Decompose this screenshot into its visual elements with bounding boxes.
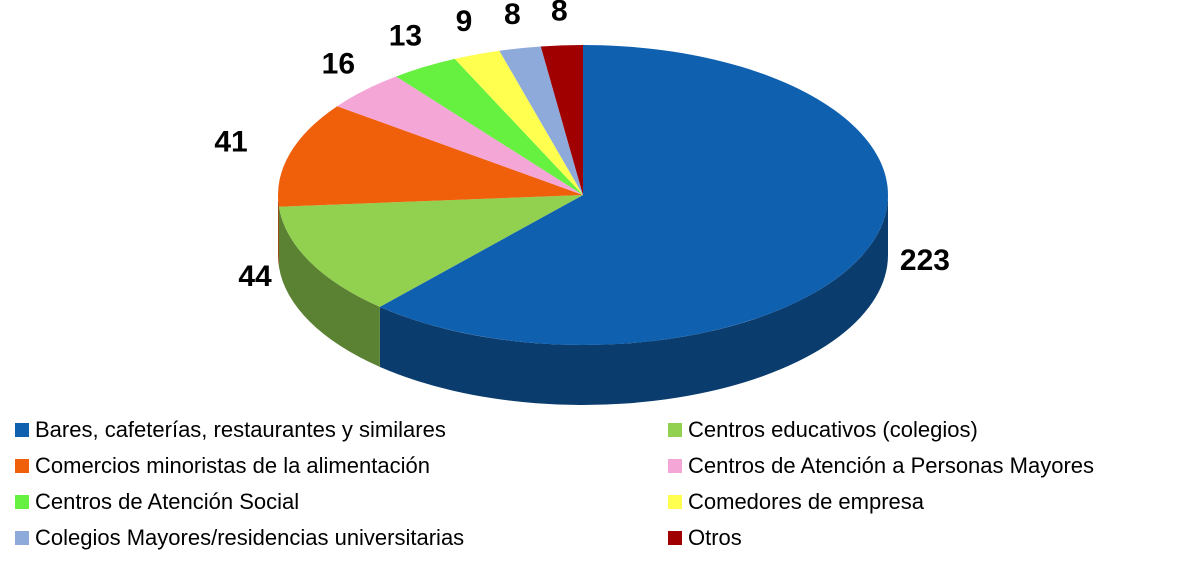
slice [396,58,583,195]
data-label: 44 [238,260,272,293]
legend-swatch [668,495,682,509]
data-label: 8 [504,0,521,31]
slice [278,106,583,207]
legend-swatch [668,423,682,437]
legend-label: Comedores de empresa [688,489,925,514]
slice [379,45,889,345]
legend-swatch [15,531,29,545]
slice-side [278,195,279,267]
legend-swatch [15,459,29,473]
data-label: 8 [551,0,568,27]
legend-label: Otros [688,525,742,550]
slice [278,195,583,307]
data-label: 9 [456,5,473,38]
data-label: 16 [322,47,355,80]
data-label: 13 [389,20,422,53]
legend-label: Centros de Atención Social [35,489,299,514]
slice [540,45,583,195]
slice-side [379,195,889,406]
legend-swatch [668,459,682,473]
legend-swatch [668,531,682,545]
legend-swatch [15,495,29,509]
slice-side [278,206,380,367]
legend-swatch [15,423,29,437]
data-label: 41 [214,126,247,159]
legend-label: Colegios Mayores/residencias universitar… [35,525,464,550]
legend-label: Centros educativos (colegios) [688,417,978,442]
legend-label: Bares, cafeterías, restaurantes y simila… [35,417,446,442]
slice [454,50,583,195]
slice [337,76,583,195]
legend-label: Comercios minoristas de la alimentación [35,453,430,478]
legend-label: Centros de Atención a Personas Mayores [688,453,1094,478]
data-label: 223 [900,244,950,277]
slice [499,46,583,196]
